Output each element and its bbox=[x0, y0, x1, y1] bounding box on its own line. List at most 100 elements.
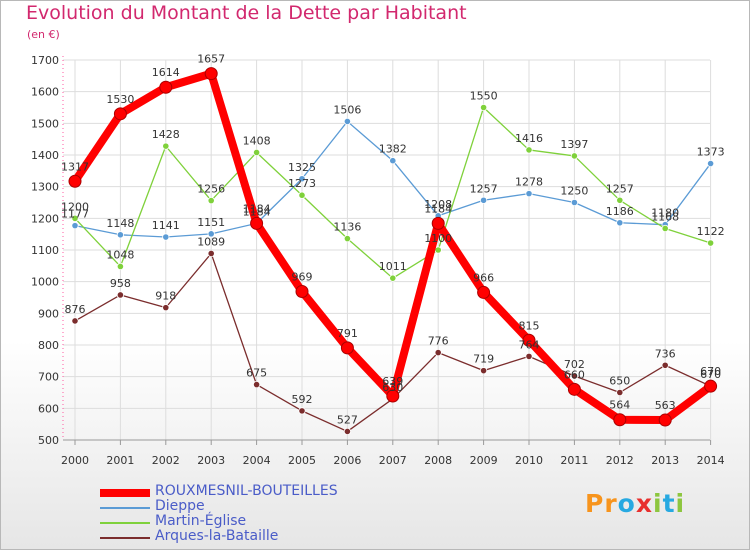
data-label: 1100 bbox=[424, 232, 452, 245]
data-label: 1550 bbox=[470, 90, 498, 103]
series-point-0 bbox=[68, 174, 82, 188]
y-tick-label: 1500 bbox=[31, 117, 59, 130]
data-label: 1373 bbox=[697, 146, 725, 159]
chart-subtitle: (en €) bbox=[27, 28, 60, 41]
x-tick-label: 2009 bbox=[470, 454, 498, 467]
data-label: 1011 bbox=[379, 260, 407, 273]
data-label: 1148 bbox=[106, 217, 134, 230]
series-point-3 bbox=[434, 348, 442, 357]
data-label: 1151 bbox=[197, 216, 225, 229]
series-point-0 bbox=[522, 333, 536, 347]
data-label: 1250 bbox=[560, 185, 588, 198]
series-point-3 bbox=[343, 427, 351, 436]
y-tick-label: 1000 bbox=[31, 276, 59, 289]
data-label: 1184 bbox=[243, 205, 271, 218]
x-tick-label: 2011 bbox=[560, 454, 588, 467]
legend-label: Dieppe bbox=[155, 498, 205, 514]
logo-letter: i bbox=[675, 489, 686, 518]
series-point-0 bbox=[477, 285, 491, 299]
x-tick-label: 2001 bbox=[106, 454, 134, 467]
y-tick-label: 1400 bbox=[31, 149, 59, 162]
data-label: 630 bbox=[382, 381, 403, 394]
data-label: 966 bbox=[473, 271, 494, 284]
data-label: 1278 bbox=[515, 176, 543, 189]
y-tick-label: 800 bbox=[38, 339, 59, 352]
x-tick-label: 2005 bbox=[288, 454, 316, 467]
series-point-0 bbox=[613, 413, 627, 427]
y-tick-label: 1700 bbox=[31, 54, 59, 67]
data-label: 1089 bbox=[197, 235, 225, 248]
series-point-1 bbox=[706, 159, 715, 168]
data-label: 1408 bbox=[243, 134, 271, 147]
data-label: 1141 bbox=[152, 219, 180, 232]
series-point-1 bbox=[479, 196, 488, 204]
data-label: 1122 bbox=[697, 225, 725, 238]
series-point-3 bbox=[616, 388, 624, 397]
logo-letter: t bbox=[662, 489, 676, 518]
data-label: 969 bbox=[292, 270, 313, 283]
data-label: 639 bbox=[382, 375, 403, 388]
y-tick-label: 500 bbox=[38, 434, 59, 447]
series-point-2 bbox=[661, 224, 669, 233]
data-label: 592 bbox=[292, 393, 313, 406]
series-point-1 bbox=[71, 222, 79, 230]
y-tick-label: 1600 bbox=[31, 86, 59, 99]
data-label: 670 bbox=[700, 368, 721, 381]
data-label: 719 bbox=[473, 353, 494, 366]
legend-label: Martin-Église bbox=[155, 513, 247, 529]
x-tick-label: 2002 bbox=[152, 454, 180, 467]
proxiti-logo: Proxiti bbox=[585, 489, 685, 518]
series-point-2 bbox=[525, 146, 533, 154]
series-point-0 bbox=[295, 284, 309, 298]
legend-swatch bbox=[100, 522, 150, 524]
logo-letter: x bbox=[635, 489, 653, 518]
x-tick-label: 2007 bbox=[379, 454, 407, 467]
series-point-2 bbox=[389, 274, 397, 282]
y-tick-label: 1200 bbox=[31, 212, 59, 225]
legend-swatch bbox=[100, 489, 150, 497]
series-point-3 bbox=[71, 317, 79, 325]
series-point-1 bbox=[207, 230, 215, 238]
series-point-3 bbox=[162, 304, 170, 312]
data-label: 1177 bbox=[61, 208, 89, 221]
legend-label: Arques-la-Bataille bbox=[155, 528, 279, 544]
data-label: 1257 bbox=[470, 182, 498, 195]
series-point-1 bbox=[343, 117, 351, 126]
grid bbox=[63, 59, 712, 441]
series-point-1 bbox=[389, 157, 397, 165]
data-label: 958 bbox=[110, 277, 131, 290]
series-point-2 bbox=[570, 152, 579, 160]
series-point-2 bbox=[706, 239, 715, 247]
data-label: 564 bbox=[609, 399, 630, 412]
series-point-3 bbox=[570, 372, 579, 380]
series-point-3 bbox=[479, 367, 488, 375]
series-point-1 bbox=[162, 233, 170, 241]
series-point-3 bbox=[298, 407, 306, 415]
data-label: 918 bbox=[155, 290, 176, 303]
series-point-1 bbox=[525, 190, 533, 198]
data-label: 675 bbox=[246, 367, 267, 380]
data-label: 563 bbox=[655, 399, 676, 412]
chart-title: Evolution du Montant de la Dette par Hab… bbox=[26, 2, 467, 24]
series-point-0 bbox=[704, 379, 718, 393]
legend-swatch bbox=[100, 507, 150, 509]
data-label: 736 bbox=[655, 347, 676, 360]
series-point-0 bbox=[567, 382, 581, 396]
data-label: 1530 bbox=[106, 93, 134, 106]
series-point-1 bbox=[616, 219, 624, 227]
data-label: 527 bbox=[337, 413, 358, 426]
x-tick-label: 2006 bbox=[333, 454, 361, 467]
series-point-2 bbox=[298, 191, 306, 199]
data-label: 670 bbox=[700, 365, 721, 378]
data-label: 1382 bbox=[379, 143, 407, 156]
y-tick-label: 900 bbox=[38, 307, 59, 320]
data-label: 1317 bbox=[61, 160, 89, 173]
logo-letter: i bbox=[653, 489, 663, 518]
data-label: 776 bbox=[428, 335, 449, 348]
series-point-2 bbox=[616, 196, 624, 204]
x-tick-label: 2013 bbox=[651, 454, 679, 467]
x-tick-label: 2010 bbox=[515, 454, 543, 467]
data-label: 1184 bbox=[243, 202, 271, 215]
data-label: 1428 bbox=[152, 128, 180, 141]
